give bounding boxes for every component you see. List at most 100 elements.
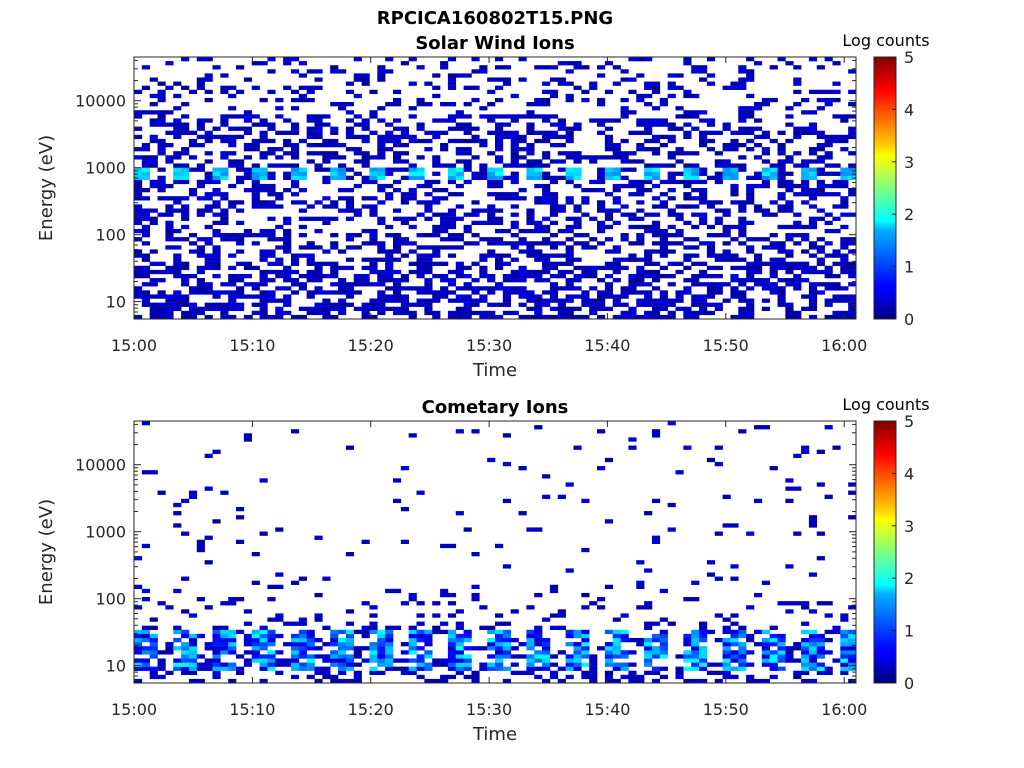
heatmap-cell	[283, 228, 292, 234]
heatmap-cell	[157, 175, 166, 181]
heatmap-cell	[212, 449, 221, 454]
heatmap-cell	[259, 167, 268, 172]
heatmap-cell	[338, 670, 347, 676]
heatmap-cell	[495, 666, 504, 671]
heatmap-cell	[157, 114, 166, 119]
heatmap-cell	[173, 306, 182, 312]
heatmap-cell	[604, 249, 614, 254]
heatmap-cell	[338, 302, 347, 307]
heatmap-cell	[424, 666, 433, 671]
heatmap-cell	[832, 298, 841, 303]
heatmap-cell	[283, 265, 292, 271]
heatmap-cell	[330, 282, 339, 287]
heatmap-cell	[487, 237, 496, 242]
heatmap-cell	[761, 646, 770, 651]
heatmap-cell	[573, 208, 582, 213]
heatmap-cell	[149, 646, 158, 651]
heatmap-cell	[338, 102, 347, 107]
heatmap-cell	[753, 208, 763, 213]
heatmap-cell	[157, 142, 166, 148]
heatmap-cell	[283, 269, 292, 275]
heatmap-cell	[659, 646, 668, 651]
heatmap-cell	[738, 633, 747, 639]
heatmap-cell	[463, 633, 472, 639]
heatmap-cell	[290, 106, 300, 111]
heatmap-cell	[730, 192, 739, 197]
heatmap-cell	[502, 278, 511, 283]
heatmap-cell	[746, 245, 755, 250]
heatmap-cell	[659, 253, 668, 258]
heatmap-cell	[377, 306, 386, 312]
heatmap-cell	[165, 204, 174, 209]
heatmap-cell	[816, 179, 825, 185]
heatmap-cell	[706, 233, 716, 238]
heatmap-cell	[157, 294, 166, 299]
heatmap-cell	[392, 237, 402, 242]
heatmap-cell	[353, 233, 362, 238]
heatmap-cell	[385, 646, 394, 651]
heatmap-cell	[549, 65, 559, 70]
heatmap-cell	[228, 85, 237, 90]
heatmap-cell	[228, 134, 237, 140]
heatmap-cell	[314, 613, 323, 618]
heatmap-cell	[298, 138, 307, 144]
heatmap-cell	[699, 294, 708, 299]
heatmap-cell	[228, 183, 237, 189]
heatmap-cell	[228, 200, 237, 205]
heatmap-cell	[345, 609, 355, 614]
heatmap-cell	[361, 646, 370, 651]
heatmap-cell	[259, 61, 268, 66]
heatmap-cell	[487, 286, 496, 291]
colorbar-tick-label: 0	[904, 310, 914, 329]
heatmap-cell	[385, 658, 394, 663]
heatmap-cell	[675, 666, 684, 671]
heatmap-cell	[683, 278, 692, 283]
heatmap-cell	[808, 314, 818, 320]
heatmap-cell	[298, 85, 307, 90]
heatmap-cell	[267, 138, 276, 144]
heatmap-cell	[267, 294, 276, 299]
heatmap-cell	[683, 678, 692, 684]
heatmap-cell	[400, 642, 409, 647]
heatmap-cell	[455, 511, 464, 516]
heatmap-cell	[542, 290, 551, 295]
heatmap-cell	[322, 302, 331, 307]
heatmap-cell	[290, 580, 300, 585]
heatmap-cell	[220, 666, 229, 671]
heatmap-cell	[479, 605, 488, 610]
heatmap-cell	[338, 678, 347, 684]
heatmap-cell	[290, 171, 300, 176]
heatmap-cell	[298, 286, 307, 291]
heatmap-cell	[283, 142, 292, 148]
heatmap-cell	[706, 294, 716, 299]
heatmap-cell	[644, 282, 653, 287]
heatmap-cell	[597, 429, 606, 434]
heatmap-cell	[204, 171, 213, 176]
x-axis-label: Time	[472, 360, 517, 381]
heatmap-cell	[377, 147, 386, 152]
heatmap-cell	[675, 147, 684, 152]
heatmap-cell	[816, 167, 825, 172]
heatmap-cell	[181, 130, 190, 135]
heatmap-cell	[369, 237, 378, 242]
heatmap-cell	[330, 216, 339, 221]
heatmap-cell	[165, 269, 174, 275]
heatmap-cell	[149, 294, 158, 299]
heatmap-cell	[455, 654, 464, 659]
heatmap-cell	[738, 625, 747, 630]
heatmap-cell	[424, 306, 433, 312]
heatmap-cell	[730, 253, 739, 258]
heatmap-cell	[706, 273, 716, 279]
heatmap-cell	[549, 314, 559, 320]
heatmap-cell	[526, 228, 535, 234]
heatmap-cell	[636, 642, 645, 647]
heatmap-cell	[251, 650, 260, 655]
heatmap-cell	[369, 241, 378, 246]
heatmap-cell	[581, 269, 590, 275]
heatmap-cell	[510, 662, 519, 667]
heatmap-cell	[298, 662, 307, 667]
heatmap-cell	[408, 310, 417, 316]
heatmap-cell	[487, 204, 496, 209]
heatmap-cell	[149, 650, 158, 655]
heatmap-cell	[785, 171, 794, 176]
